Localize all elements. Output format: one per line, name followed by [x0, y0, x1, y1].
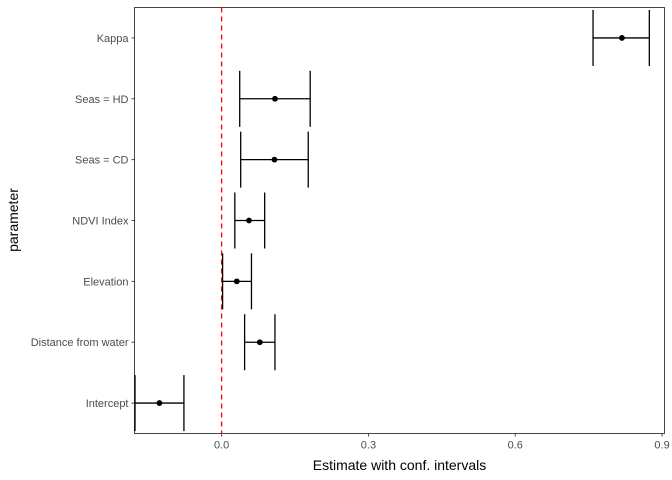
- y-tick-label: Seas = HD: [75, 94, 129, 106]
- x-tick-label: 0.9: [654, 440, 669, 452]
- errorbars-layer: [134, 9, 650, 432]
- y-axis: Intercept Distance from water Elevation NDV…: [31, 33, 135, 410]
- estimate-point: [272, 95, 278, 102]
- estimate-point: [233, 278, 240, 285]
- y-tick-label: NDVI Index: [72, 216, 129, 228]
- y-tick-label: Kappa: [97, 33, 130, 45]
- estimate-point: [246, 217, 252, 224]
- panel-border: [134, 7, 665, 434]
- estimate-point: [619, 35, 625, 41]
- y-tick-label: Distance from water: [31, 337, 129, 349]
- x-tick-label: 0.0: [214, 440, 229, 452]
- x-axis: 0.0 0.3 0.6 0.9: [214, 433, 670, 452]
- y-tick-label: Intercept: [86, 398, 129, 410]
- y-tick-label: Seas = CD: [75, 155, 129, 167]
- estimate-point: [156, 400, 163, 406]
- estimate-point: [256, 339, 263, 346]
- x-tick-label: 0.3: [361, 440, 376, 452]
- y-axis-title: parameter: [5, 188, 21, 252]
- x-axis-title: Estimate with conf. intervals: [313, 457, 487, 473]
- x-tick-label: 0.6: [508, 440, 523, 452]
- y-tick-label: Elevation: [83, 276, 128, 288]
- estimate-point: [271, 156, 278, 163]
- points-layer: [156, 35, 625, 406]
